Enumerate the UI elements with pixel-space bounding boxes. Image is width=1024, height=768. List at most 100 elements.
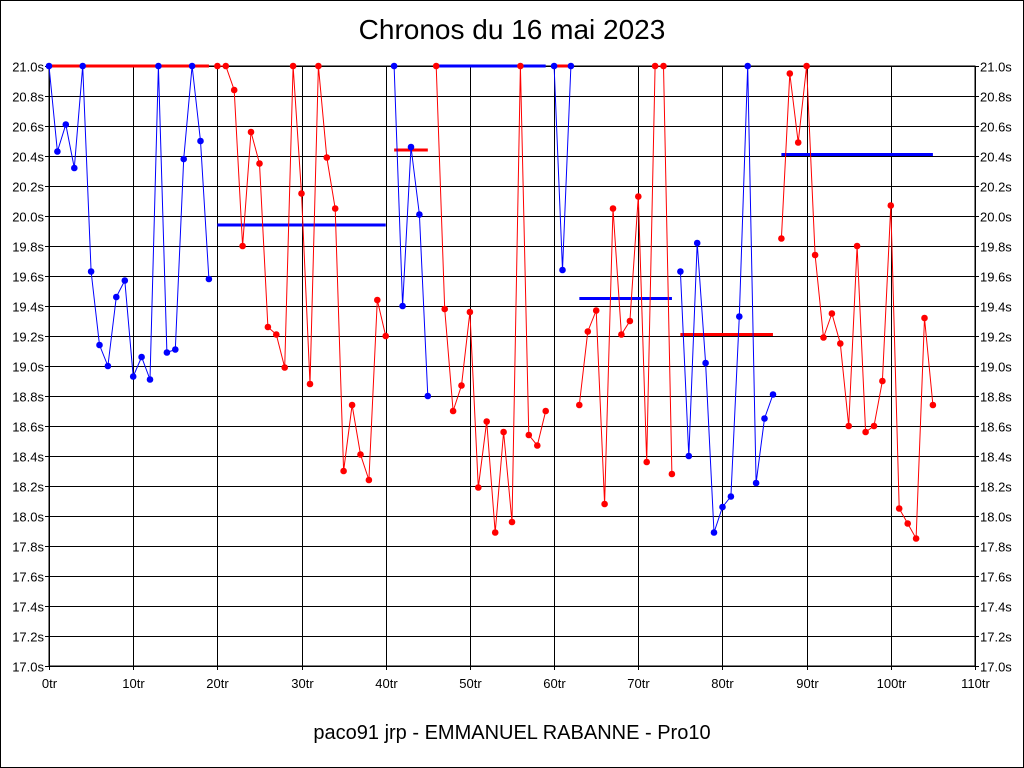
x-tick-label: 50tr	[459, 676, 482, 691]
data-point	[609, 205, 617, 212]
data-point	[222, 62, 230, 70]
data-point	[458, 382, 465, 389]
data-point	[264, 323, 272, 331]
data-point	[298, 190, 305, 197]
data-point	[550, 62, 558, 70]
data-point	[390, 62, 398, 70]
x-tick-label: 60tr	[543, 676, 566, 691]
data-point	[348, 401, 356, 409]
data-point	[786, 70, 794, 77]
x-tick-label: 0tr	[42, 676, 58, 691]
y-tick-label-right: 18.6s	[980, 420, 1012, 435]
data-point	[205, 275, 213, 283]
data-point	[685, 452, 693, 460]
series	[214, 62, 390, 484]
data-point	[424, 392, 432, 400]
data-point	[912, 535, 920, 542]
y-tick-label-right: 17.2s	[980, 630, 1012, 645]
data-point	[138, 353, 145, 361]
y-tick-label-left: 19.2s	[12, 330, 44, 345]
data-point	[247, 128, 255, 136]
data-point	[853, 242, 861, 250]
x-tick-label: 100tr	[877, 676, 907, 691]
series-line	[48, 65, 210, 380]
data-point	[483, 418, 491, 425]
x-tick-label: 20tr	[206, 676, 229, 691]
y-tick-label-left: 19.0s	[12, 360, 44, 375]
data-point	[794, 139, 802, 146]
data-point	[803, 62, 810, 70]
data-point	[365, 476, 373, 484]
data-point	[87, 268, 95, 275]
data-point	[820, 334, 827, 341]
x-tick-label: 110tr	[961, 676, 990, 691]
chart-footer: paco91 jrp - EMMANUEL RABANNE - Pro10	[313, 722, 711, 744]
data-point	[172, 346, 179, 353]
x-tick-label: 80tr	[711, 676, 734, 691]
y-tick-label-right: 18.0s	[980, 510, 1012, 525]
data-point	[146, 376, 154, 383]
y-tick-label-right: 20.4s	[980, 150, 1012, 165]
data-point	[508, 518, 516, 526]
y-tick-label-right: 17.6s	[980, 570, 1012, 585]
y-tick-label-left: 19.6s	[12, 270, 44, 285]
data-point	[289, 62, 297, 70]
y-tick-label-left: 20.8s	[12, 90, 44, 105]
x-tick-label: 70tr	[627, 676, 650, 691]
y-tick-label-right: 17.4s	[980, 600, 1012, 615]
data-point	[635, 193, 642, 200]
series	[778, 62, 937, 542]
y-tick-label-left: 21.0s	[12, 60, 44, 75]
data-point	[542, 407, 549, 415]
data-point	[626, 317, 634, 325]
y-tick-label-left: 18.0s	[12, 510, 44, 525]
data-point	[727, 493, 735, 500]
axis-labels: 17.0s 17.0s 17.2s 17.2s 17.4s 17.4s 17.6s 17.6s…	[12, 60, 1012, 692]
data-point	[441, 305, 449, 313]
series	[45, 62, 213, 383]
data-point	[668, 470, 676, 478]
data-point	[180, 155, 187, 163]
y-tick-label-right: 20.6s	[980, 120, 1012, 135]
y-tick-label-left: 20.6s	[12, 120, 44, 135]
y-tick-label-left: 17.2s	[12, 630, 44, 645]
series	[677, 62, 777, 536]
data-point	[449, 407, 457, 415]
y-tick-label-right: 20.8s	[980, 90, 1012, 105]
chart-title: Chronos du 16 mai 2023	[358, 14, 666, 45]
data-point	[432, 62, 440, 70]
data-point	[374, 296, 381, 304]
y-tick-label-left: 18.8s	[12, 390, 44, 405]
y-tick-label-right: 19.8s	[980, 240, 1012, 255]
data-point	[382, 332, 390, 340]
y-tick-label-right: 17.0s	[980, 660, 1012, 675]
data-point	[702, 359, 709, 367]
data-point	[315, 62, 322, 70]
data-point	[475, 484, 482, 491]
data-point	[719, 503, 726, 511]
y-tick-label-left: 20.2s	[12, 180, 44, 195]
data-point	[651, 62, 659, 70]
data-point	[188, 62, 196, 70]
series-line	[679, 65, 774, 533]
x-tick-label: 10tr	[122, 676, 145, 691]
data-point	[281, 364, 289, 371]
data-point	[399, 302, 406, 310]
data-point	[155, 62, 162, 70]
data-point	[677, 268, 684, 275]
data-point	[230, 86, 238, 94]
y-tick-label-left: 17.0s	[12, 660, 44, 675]
data-point	[323, 154, 331, 161]
y-tick-label-left: 17.4s	[12, 600, 44, 615]
data-point	[71, 164, 78, 172]
data-point	[79, 62, 86, 70]
data-point	[559, 266, 566, 274]
y-tick-label-right: 18.4s	[980, 450, 1012, 465]
y-tick-label-right: 19.2s	[980, 330, 1012, 345]
data-point	[129, 373, 137, 380]
y-tick-label-right: 19.0s	[980, 360, 1012, 375]
y-tick-label-left: 18.6s	[12, 420, 44, 435]
data-point	[618, 331, 625, 338]
data-point	[736, 313, 743, 320]
y-tick-label-right: 19.4s	[980, 300, 1012, 315]
